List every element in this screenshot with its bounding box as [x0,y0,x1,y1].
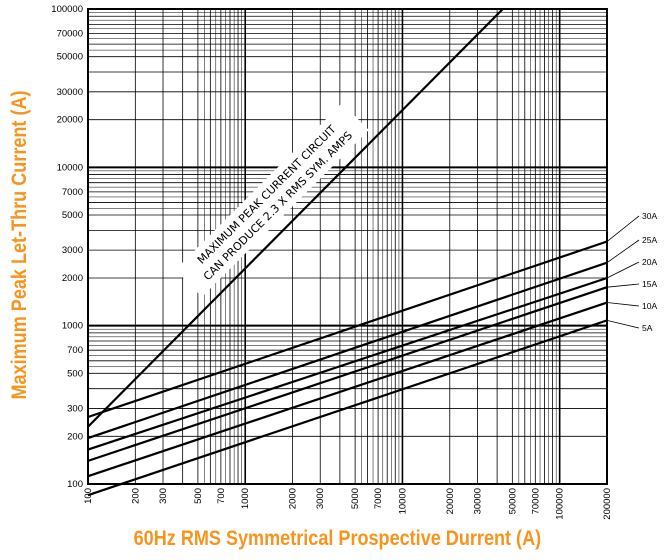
y-axis-title: Maximum Peak Let-Thru Current (A) [8,90,31,400]
y-tick-label: 300 [67,403,83,414]
y-tick-label: 200 [67,431,83,442]
x-tick-label: 7000 [373,488,384,509]
series-label-30A: 30A [642,211,657,221]
y-tick-label: 3000 [62,245,83,256]
series-label-20A: 20A [642,257,657,267]
y-tick-label: 100 [67,479,83,490]
x-tick-label: 20000 [445,488,456,514]
series-label-10A: 10A [642,301,657,311]
y-tick-label: 20000 [57,115,83,126]
x-tick-labels: 100 200 300 500 700 1000 2000 3000 5000 7000 10000… [83,488,613,520]
label-leader [606,261,640,279]
curve-10A [87,301,608,478]
curve-15A [87,286,608,462]
x-tick-label: 1000 [240,488,251,509]
y-tick-label: 500 [67,368,83,379]
curve-20A [87,276,608,451]
x-tick-label: 200 [130,488,141,504]
x-tick-label: 70000 [530,488,541,514]
label-leader [606,302,640,307]
y-tick-label: 70000 [57,29,83,40]
x-axis-title: 60Hz RMS Symmetrical Prospective Durrent… [133,527,542,550]
label-leader [606,239,640,263]
y-tick-label: 10000 [57,162,83,173]
x-tick-label: 100000 [555,488,566,520]
x-tick-label: 300 [158,488,169,504]
x-tick-label: 500 [193,488,204,504]
y-tick-label: 700 [67,345,83,356]
y-tick-label: 50000 [57,52,83,63]
x-tick-label: 700 [216,488,227,504]
x-tick-label: 2000 [288,488,299,509]
x-tick-label: 200000 [602,488,613,520]
y-tick-label: 100000 [51,4,83,15]
curve-30A [87,240,608,419]
y-tick-label: 2000 [62,273,83,284]
x-tick-label: 3000 [315,488,326,509]
y-tick-label: 1000 [62,321,83,332]
plot-frame [87,8,608,485]
y-tick-labels: 100 200 300 500 700 1000 2000 3000 5000 7000 10000… [51,4,83,490]
label-leader [606,215,640,242]
x-tick-label: 50000 [507,488,518,514]
series-label-25A: 25A [642,235,657,245]
label-leader [606,319,640,329]
label-leader [606,283,640,288]
y-tick-label: 30000 [57,87,83,98]
x-tick-label: 10000 [397,488,408,514]
x-tick-label: 100 [83,488,94,504]
curve-25A [87,261,608,440]
y-tick-label: 7000 [62,187,83,198]
series-labels: 30A 25A 20A 15A 10A 5A [606,211,657,333]
series-label-5A: 5A [642,323,653,333]
current-curves [87,8,608,497]
annotation-bg [175,103,369,297]
annotation-line: CAN PRODUCE 2.3 X RMS SYM. AMPS [201,129,355,283]
x-tick-label: 30000 [472,488,483,514]
x-tick-label: 5000 [350,488,361,509]
curve-5A [87,319,608,497]
peak-current-line [87,8,504,428]
y-tick-label: 5000 [62,210,83,221]
series-label-15A: 15A [642,279,657,289]
